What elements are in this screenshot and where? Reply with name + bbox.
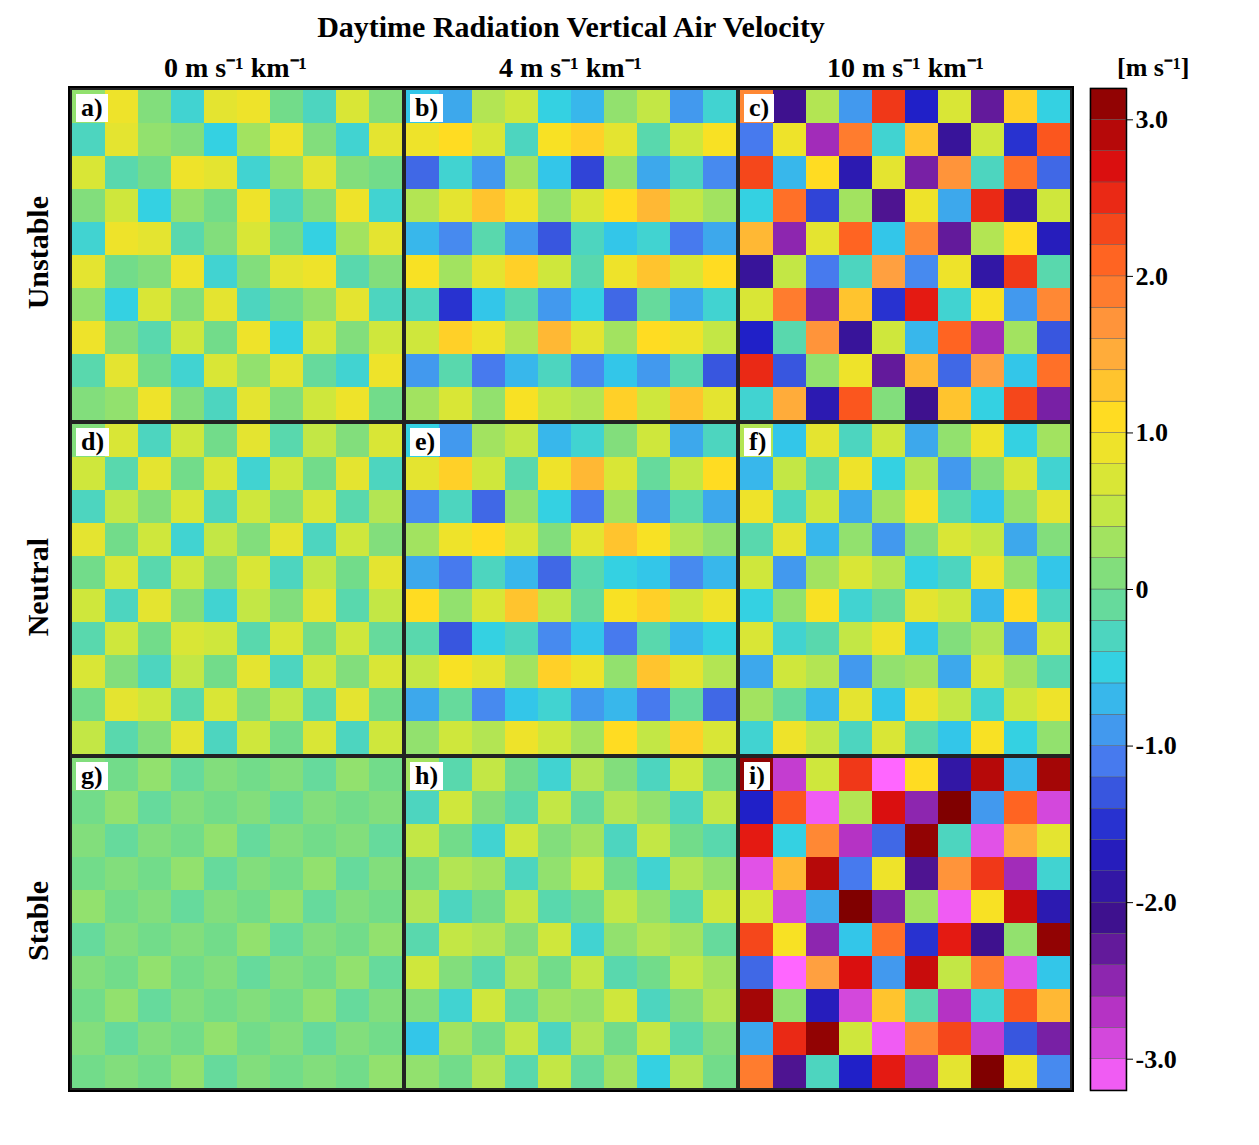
html-text:f): f) bbox=[749, 427, 767, 456]
html-text:Neutral: Neutral bbox=[21, 537, 54, 637]
html-text:b): b) bbox=[415, 93, 439, 122]
html-text:c): c) bbox=[749, 93, 770, 122]
html-text:d): d) bbox=[81, 427, 105, 456]
svg-text:2.0: 2.0 bbox=[1136, 262, 1169, 291]
html-text:10 m s⁻¹ km⁻¹: 10 m s⁻¹ km⁻¹ bbox=[827, 52, 984, 83]
svg-text:-1.0: -1.0 bbox=[1136, 731, 1177, 760]
html-text:a): a) bbox=[81, 93, 103, 122]
html-text:h): h) bbox=[415, 761, 439, 790]
html-text:e): e) bbox=[415, 427, 436, 456]
svg-text:-2.0: -2.0 bbox=[1136, 888, 1177, 917]
html-text:Unstable: Unstable bbox=[21, 196, 54, 310]
html-text:i): i) bbox=[749, 761, 765, 790]
svg-text:-3.0: -3.0 bbox=[1136, 1045, 1177, 1074]
svg-text:1.0: 1.0 bbox=[1136, 418, 1169, 447]
html-text:4 m s⁻¹ km⁻¹: 4 m s⁻¹ km⁻¹ bbox=[499, 52, 642, 83]
html-text:g): g) bbox=[81, 761, 103, 790]
html-text:[m s⁻¹]: [m s⁻¹] bbox=[1117, 53, 1190, 82]
svg-text:0: 0 bbox=[1136, 575, 1149, 604]
svg-text:3.0: 3.0 bbox=[1136, 105, 1169, 134]
html-text:0 m s⁻¹ km⁻¹: 0 m s⁻¹ km⁻¹ bbox=[164, 52, 307, 83]
html-text:Stable: Stable bbox=[21, 881, 54, 961]
html-text:Daytime Radiation Vertical Air: Daytime Radiation Vertical Air Velocity bbox=[317, 10, 825, 43]
